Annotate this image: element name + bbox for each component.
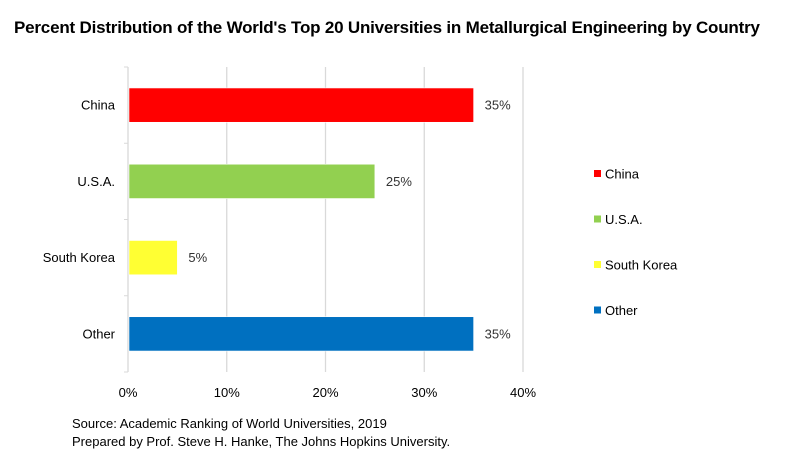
- bar-china: [128, 87, 474, 123]
- data-labels: 35% 25% 5% 35%: [188, 98, 511, 342]
- legend-swatch: [594, 306, 601, 314]
- data-label: 25%: [386, 174, 412, 189]
- data-label: 35%: [485, 326, 511, 341]
- x-tick-labels: 0% 10% 20% 30% 40%: [119, 385, 537, 400]
- bar-u-s-a-: [128, 163, 376, 199]
- data-label: 35%: [485, 98, 511, 113]
- legend-label: China: [605, 167, 640, 182]
- legend-label: South Korea: [605, 258, 678, 273]
- x-tick-label: 10%: [214, 385, 240, 400]
- legend-label: Other: [605, 303, 638, 318]
- data-label: 5%: [188, 250, 207, 265]
- source-note: Source: Academic Ranking of World Univer…: [72, 415, 450, 451]
- category-label: U.S.A.: [77, 174, 115, 189]
- source-line: Source: Academic Ranking of World Univer…: [72, 416, 387, 431]
- x-tick-label: 40%: [510, 385, 536, 400]
- category-labels: China U.S.A. South Korea Other: [43, 98, 116, 342]
- legend-label: U.S.A.: [605, 212, 643, 227]
- legend-swatch: [594, 261, 601, 268]
- legend-swatch: [594, 170, 601, 177]
- x-tick-label: 0%: [119, 385, 138, 400]
- x-tick-label: 30%: [411, 385, 437, 400]
- bar-south-korea: [128, 240, 178, 276]
- category-label: China: [81, 98, 116, 113]
- legend-swatch: [594, 215, 601, 223]
- category-label: South Korea: [43, 250, 116, 265]
- chart-title: Percent Distribution of the World's Top …: [14, 18, 760, 37]
- bars: [128, 87, 474, 352]
- legend: China U.S.A. South Korea Other: [594, 167, 678, 318]
- prepared-by-line: Prepared by Prof. Steve H. Hanke, The Jo…: [72, 434, 451, 449]
- category-label: Other: [82, 326, 115, 341]
- x-tick-label: 20%: [312, 385, 338, 400]
- bar-other: [128, 316, 474, 352]
